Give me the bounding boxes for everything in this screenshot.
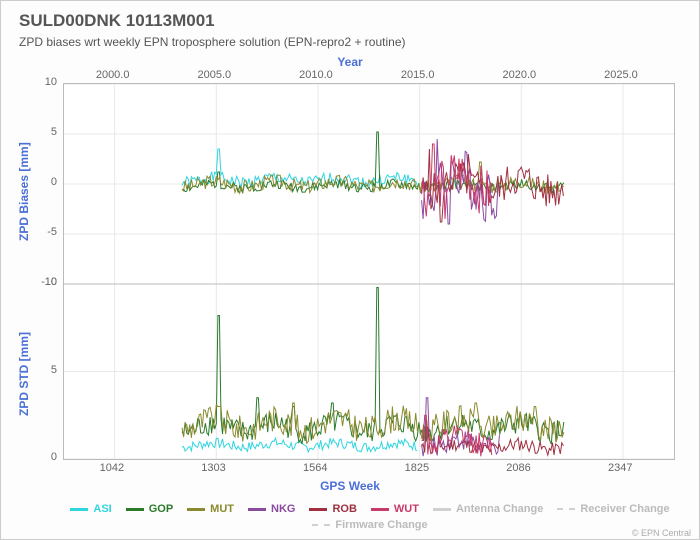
y-tick-std: 0 — [51, 451, 57, 463]
y-axis-label-biases: ZPD Biases [mm] — [17, 142, 31, 241]
legend-item-fw: Firmware Change — [312, 519, 427, 531]
bottom-tick: 1042 — [100, 462, 124, 474]
chart-subtitle: ZPD biases wrt weekly EPN troposphere so… — [19, 35, 406, 49]
legend-label: NKG — [271, 503, 295, 515]
y-axis-label-std: ZPD STD [mm] — [17, 332, 31, 416]
legend-label: ROB — [332, 503, 356, 515]
bottom-tick: 1825 — [405, 462, 429, 474]
plot-svg — [64, 84, 674, 459]
legend-item-asi: ASI — [70, 503, 111, 515]
legend-label: Receiver Change — [580, 503, 669, 515]
chart-title: SULD00DNK 10113M001 — [19, 11, 215, 31]
bottom-tick: 1564 — [303, 462, 327, 474]
top-tick: 2010.0 — [299, 69, 333, 81]
legend-item-mut: MUT — [187, 503, 234, 515]
legend-item-ant: Antenna Change — [433, 503, 543, 515]
y-tick-biases: -5 — [47, 226, 57, 238]
legend-label: Firmware Change — [335, 519, 427, 531]
legend-swatch — [70, 508, 88, 511]
legend-item-rec: Receiver Change — [557, 503, 669, 515]
legend-label: MUT — [210, 503, 234, 515]
legend-label: WUT — [394, 503, 419, 515]
bottom-tick: 1303 — [201, 462, 225, 474]
y-tick-std: 5 — [51, 364, 57, 376]
top-axis-label: Year — [1, 55, 699, 69]
legend-swatch — [309, 508, 327, 511]
plot-area — [63, 83, 675, 460]
legend-label: ASI — [93, 503, 111, 515]
y-tick-std: 10 — [45, 276, 57, 288]
top-tick: 2005.0 — [198, 69, 232, 81]
y-tick-biases: 5 — [51, 126, 57, 138]
bottom-tick: 2086 — [506, 462, 530, 474]
top-tick: 2000.0 — [96, 69, 130, 81]
legend-swatch — [126, 508, 144, 511]
legend-item-nkg: NKG — [248, 503, 295, 515]
legend-swatch — [371, 508, 389, 511]
legend-swatch — [433, 508, 451, 511]
top-tick: 2015.0 — [401, 69, 435, 81]
bottom-axis-label: GPS Week — [1, 479, 699, 493]
legend-item-rob: ROB — [309, 503, 356, 515]
legend-item-gop: GOP — [126, 503, 173, 515]
y-tick-biases: 0 — [51, 176, 57, 188]
legend-label: Antenna Change — [456, 503, 543, 515]
top-tick: 2025.0 — [604, 69, 638, 81]
bottom-tick: 2347 — [608, 462, 632, 474]
legend-swatch — [248, 508, 266, 511]
top-tick: 2020.0 — [503, 69, 537, 81]
legend-swatch — [187, 508, 205, 511]
chart-container: SULD00DNK 10113M001 ZPD biases wrt weekl… — [0, 0, 700, 540]
legend-swatch — [312, 524, 330, 526]
legend: ASI GOP MUT NKG ROB WUT Antenna Change Receiver… — [61, 503, 679, 531]
legend-swatch — [557, 508, 575, 510]
credit: © EPN Central — [632, 528, 691, 538]
legend-label: GOP — [149, 503, 173, 515]
legend-item-wut: WUT — [371, 503, 419, 515]
y-tick-biases: 10 — [45, 76, 57, 88]
